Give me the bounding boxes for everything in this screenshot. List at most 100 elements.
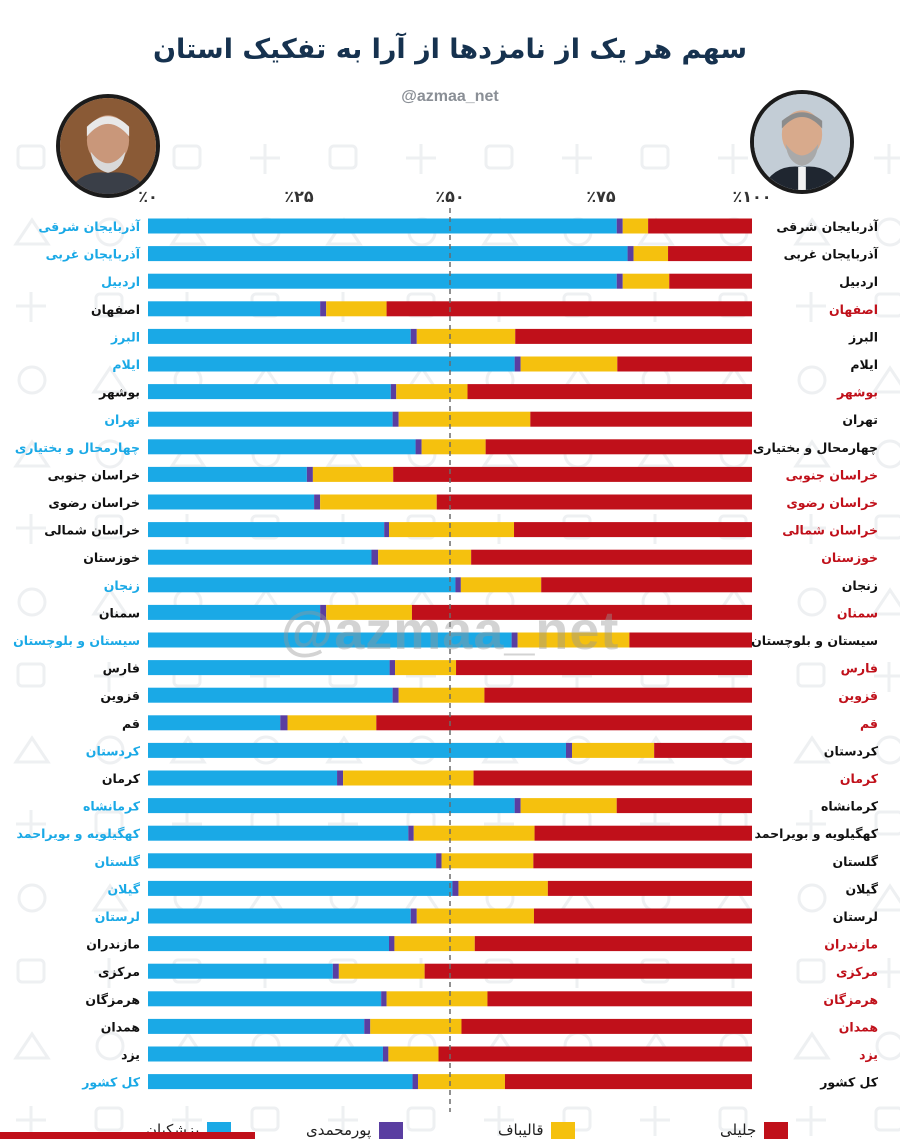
footer-red-strip bbox=[0, 1132, 255, 1139]
bar-segment-0 bbox=[148, 604, 321, 620]
category-label-right: خراسان جنوبی bbox=[786, 467, 878, 482]
background-doodle-icon bbox=[793, 1031, 831, 1060]
bar-segment-1 bbox=[616, 218, 623, 234]
bar-segment-1 bbox=[412, 1074, 418, 1090]
bar-segment-0 bbox=[148, 991, 382, 1007]
category-label-left: کرمانشاه bbox=[83, 799, 141, 814]
category-label-left: خراسان شمالی bbox=[44, 523, 140, 538]
background-doodle-icon bbox=[796, 1106, 826, 1136]
background-doodle-icon bbox=[874, 292, 900, 318]
background-doodle-icon bbox=[874, 662, 900, 692]
candidate-photo-icon bbox=[60, 98, 156, 194]
bar-segment-1 bbox=[514, 798, 521, 814]
bar-segment-2 bbox=[417, 1074, 505, 1090]
category-label-left: هرمزگان bbox=[85, 992, 140, 1007]
category-label-right: اصفهان bbox=[829, 302, 878, 317]
category-label-right: سیستان و بلوچستان bbox=[751, 633, 878, 648]
bar-segment-1 bbox=[408, 825, 414, 841]
category-label-left: تهران bbox=[104, 412, 140, 427]
bar-segment-0 bbox=[148, 328, 411, 344]
legend-label-pourmohammadi: پورمحمدی bbox=[306, 1121, 372, 1139]
bar-segment-0 bbox=[148, 356, 515, 372]
background-doodle-icon bbox=[94, 292, 124, 318]
category-label-right: قزوین bbox=[838, 688, 878, 703]
bar-segment-1 bbox=[389, 660, 396, 676]
category-label-left: کردستان bbox=[86, 743, 141, 758]
background-doodle-icon bbox=[796, 810, 826, 840]
category-label-right: همدان bbox=[839, 1019, 878, 1034]
category-label-left: همدان bbox=[101, 1019, 140, 1034]
bar-segment-1 bbox=[320, 301, 327, 317]
bar-segment-1 bbox=[332, 963, 339, 979]
bar-segment-2 bbox=[370, 1018, 462, 1034]
background-doodle-icon bbox=[95, 1031, 125, 1061]
bar-segment-0 bbox=[148, 1074, 413, 1090]
category-label-left: ایلام bbox=[112, 357, 140, 373]
background-doodle-icon bbox=[16, 662, 46, 688]
legend-item-pourmohammadi: پورمحمدی bbox=[306, 1120, 404, 1140]
category-label-right: خوزستان bbox=[821, 550, 878, 565]
category-label-left: مرکزی bbox=[98, 964, 140, 979]
bar-segment-0 bbox=[148, 715, 281, 731]
bar-segment-2 bbox=[520, 356, 618, 372]
bar-segment-1 bbox=[410, 908, 417, 924]
bar-segment-2 bbox=[343, 770, 474, 786]
bar-segment-3 bbox=[487, 991, 752, 1007]
bar-segment-2 bbox=[378, 549, 472, 565]
category-label-left: کل کشور bbox=[81, 1075, 141, 1090]
background-doodle-icon bbox=[796, 662, 826, 688]
bar-segment-3 bbox=[668, 246, 752, 262]
bar-segment-1 bbox=[388, 936, 395, 952]
background-doodle-icon bbox=[640, 1106, 670, 1136]
category-label-left: کهگیلویه و بویراحمد bbox=[17, 826, 141, 841]
background-doodle-icon bbox=[13, 439, 51, 468]
bar-segment-3 bbox=[471, 549, 752, 565]
background-doodle-icon bbox=[640, 144, 670, 170]
bar-segment-0 bbox=[148, 1046, 383, 1062]
bar-segment-1 bbox=[364, 1018, 371, 1034]
background-doodle-icon bbox=[91, 365, 129, 394]
background-doodle-icon bbox=[796, 958, 826, 984]
bar-segment-3 bbox=[617, 356, 752, 372]
bar-segment-1 bbox=[371, 549, 379, 565]
background-doodle-icon bbox=[16, 144, 46, 170]
bar-segment-3 bbox=[654, 742, 752, 758]
background-doodle-icon bbox=[796, 292, 826, 322]
background-doodle-icon bbox=[874, 1106, 900, 1132]
pezeshkian-portrait bbox=[56, 94, 160, 198]
category-label-right: خراسان رضوی bbox=[786, 495, 878, 510]
bar-segment-3 bbox=[474, 936, 752, 952]
bar-segment-0 bbox=[148, 273, 617, 289]
legend-swatch-ghalibaf bbox=[551, 1121, 576, 1139]
bar-segment-1 bbox=[627, 246, 634, 262]
category-label-left: یزد bbox=[121, 1047, 140, 1062]
bar-segment-0 bbox=[148, 687, 393, 703]
bar-segment-3 bbox=[514, 522, 752, 538]
category-label-right: تهران bbox=[842, 412, 878, 427]
background-doodle-icon bbox=[793, 217, 831, 246]
background-doodle-icon bbox=[16, 514, 46, 544]
bar-segment-2 bbox=[388, 1046, 439, 1062]
bar-segment-2 bbox=[520, 798, 617, 814]
bar-segment-2 bbox=[572, 742, 655, 758]
bar-segment-2 bbox=[413, 825, 535, 841]
category-label-right: سمنان bbox=[837, 605, 878, 620]
bar-segment-2 bbox=[338, 963, 425, 979]
category-label-left: سیستان و بلوچستان bbox=[13, 633, 140, 648]
background-doodle-icon bbox=[17, 587, 47, 617]
background-doodle-icon bbox=[874, 514, 900, 540]
bar-segment-1 bbox=[390, 384, 397, 400]
background-doodle-icon bbox=[13, 1031, 51, 1060]
background-doodle-icon bbox=[13, 735, 51, 764]
category-label-right: کرمانشاه bbox=[821, 799, 879, 814]
bar-segment-0 bbox=[148, 770, 338, 786]
background-doodle-icon bbox=[250, 1106, 280, 1132]
bar-segment-0 bbox=[148, 439, 416, 455]
bar-segment-3 bbox=[467, 384, 752, 400]
bar-segment-2 bbox=[396, 384, 468, 400]
legend-label-ghalibaf: قالیباف bbox=[498, 1121, 544, 1139]
bar-segment-1 bbox=[436, 853, 442, 869]
bar-segment-3 bbox=[436, 494, 752, 510]
background-doodle-icon bbox=[17, 883, 47, 913]
